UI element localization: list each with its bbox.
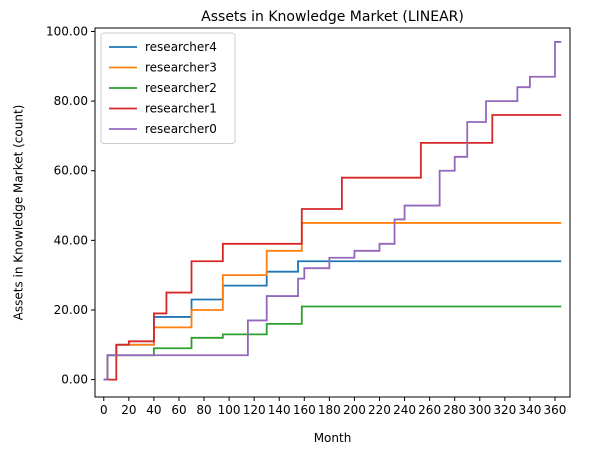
x-tick-label: 140 — [268, 403, 291, 417]
y-tick-label: 60.00 — [54, 164, 88, 178]
x-tick-label: 100 — [218, 403, 241, 417]
x-tick-label: 200 — [343, 403, 366, 417]
legend-label-researcher3: researcher3 — [145, 61, 217, 75]
y-axis: 0.00 20.00 40.00 60.00 80.00 100.00 — [46, 24, 95, 386]
x-tick-label: 180 — [318, 403, 341, 417]
legend: researcher4 researcher3 researcher2 researc… — [101, 33, 235, 144]
x-tick-label: 340 — [518, 403, 541, 417]
x-tick-label: 320 — [493, 403, 516, 417]
y-tick-label: 0.00 — [61, 373, 88, 387]
x-tick-label: 260 — [418, 403, 441, 417]
x-axis-label: Month — [314, 431, 352, 445]
series-line-researcher1 — [104, 115, 561, 380]
x-tick-label: 20 — [121, 403, 136, 417]
x-tick-label: 280 — [443, 403, 466, 417]
y-tick-label: 80.00 — [54, 94, 88, 108]
legend-label-researcher0: researcher0 — [145, 122, 217, 136]
y-tick-label: 20.00 — [54, 303, 88, 317]
x-axis: 0 20 40 60 80 100 120 140 160 180 200 220 240 260 280 3… — [100, 397, 566, 417]
x-tick-label: 0 — [100, 403, 108, 417]
x-tick-label: 120 — [243, 403, 266, 417]
series-line-researcher4 — [104, 261, 561, 379]
y-axis-label: Assets in Knowledge Market (count) — [12, 105, 26, 321]
legend-label-researcher1: researcher1 — [145, 102, 217, 116]
x-tick-label: 360 — [544, 403, 567, 417]
x-tick-label: 80 — [196, 403, 211, 417]
x-tick-label: 220 — [368, 403, 391, 417]
x-tick-label: 300 — [468, 403, 491, 417]
x-tick-label: 240 — [393, 403, 416, 417]
y-tick-label: 40.00 — [54, 233, 88, 247]
x-tick-label: 40 — [146, 403, 161, 417]
y-tick-label: 100.00 — [46, 24, 88, 38]
legend-label-researcher2: researcher2 — [145, 81, 217, 95]
chart-title: Assets in Knowledge Market (LINEAR) — [201, 9, 464, 25]
legend-label-researcher4: researcher4 — [145, 40, 217, 54]
x-tick-label: 60 — [171, 403, 186, 417]
x-tick-label: 160 — [293, 403, 316, 417]
